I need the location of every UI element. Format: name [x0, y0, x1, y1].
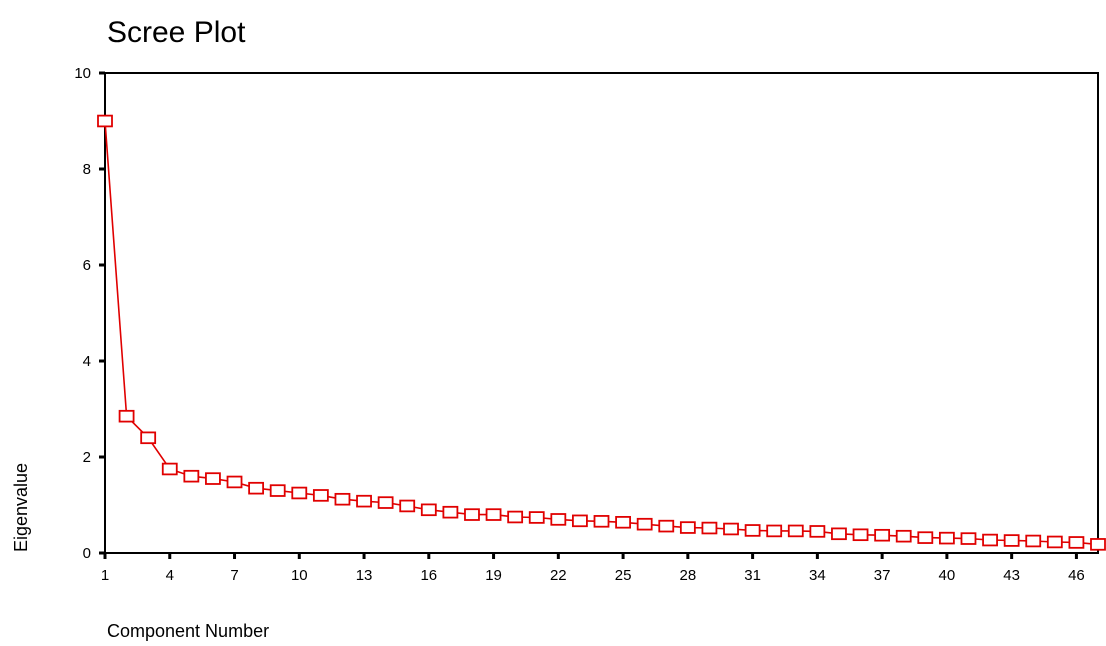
- x-tick-label: 46: [1068, 567, 1085, 584]
- x-axis-ticks: 1 4 7 10 13 16 19 22 25 28 31 34 37 40 43 46: [101, 553, 1085, 584]
- x-tick-label: 40: [939, 567, 956, 584]
- x-tick-label: 37: [874, 567, 891, 584]
- data-point-component-10: [291, 486, 308, 500]
- data-point-component-18: [464, 508, 480, 521]
- y-axis-label: Eigenvalue: [11, 463, 31, 552]
- data-point-component-42: [982, 533, 998, 547]
- x-tick-label: 4: [166, 567, 174, 584]
- data-point-component-4: [161, 462, 178, 476]
- data-point-component-8: [248, 481, 265, 495]
- x-axis-label: Component Number: [107, 621, 269, 641]
- data-point-component-33: [787, 524, 804, 538]
- data-point-component-28: [679, 521, 696, 534]
- x-tick-label: 13: [356, 567, 373, 584]
- data-point-component-15: [399, 499, 416, 513]
- y-tick-label: 2: [83, 449, 91, 466]
- y-tick-label: 4: [83, 353, 91, 370]
- data-point-component-17: [442, 505, 459, 519]
- x-tick-label: 7: [230, 567, 238, 584]
- data-point-component-31: [744, 524, 761, 537]
- data-point-component-30: [723, 522, 739, 536]
- data-point-component-26: [636, 517, 653, 531]
- y-tick-label: 6: [83, 257, 91, 274]
- x-tick-label: 34: [809, 567, 826, 584]
- data-point-component-24: [593, 515, 610, 528]
- data-point-component-16: [420, 503, 437, 517]
- y-tick-label: 0: [83, 545, 91, 562]
- data-point-component-6: [205, 472, 221, 485]
- plot-frame: [104, 72, 1099, 554]
- data-point-component-3: [140, 431, 157, 445]
- data-point-component-21: [528, 511, 545, 524]
- data-point-component-1: [97, 114, 113, 128]
- data-point-component-45: [1046, 535, 1063, 549]
- data-point-component-9: [269, 484, 286, 497]
- data-point-component-2: [118, 409, 135, 423]
- data-point-component-19: [485, 508, 502, 521]
- data-point-component-25: [615, 515, 631, 529]
- data-point-component-29: [701, 521, 718, 535]
- data-point-component-14: [377, 496, 394, 509]
- x-tick-label: 43: [1003, 567, 1020, 584]
- data-point-component-32: [766, 524, 783, 538]
- data-point-component-37: [874, 528, 891, 542]
- data-point-component-11: [312, 489, 329, 502]
- eigenvalue-series-line: [104, 120, 1099, 546]
- x-tick-label: 19: [485, 567, 502, 584]
- x-tick-label: 22: [550, 567, 567, 584]
- data-point-component-23: [572, 514, 588, 528]
- x-tick-label: 28: [680, 567, 697, 584]
- data-point-component-22: [550, 513, 567, 526]
- data-point-component-20: [507, 510, 524, 524]
- eigenvalue-markers: [97, 114, 1106, 551]
- y-tick-label: 8: [83, 161, 91, 178]
- x-tick-label: 10: [291, 567, 308, 584]
- chart-title: Scree Plot: [107, 16, 246, 49]
- y-axis-ticks: 0 2 4 6 8 10: [74, 65, 105, 562]
- data-point-component-27: [658, 519, 675, 533]
- x-tick-label: 1: [101, 567, 109, 584]
- x-tick-label: 16: [420, 567, 437, 584]
- data-point-component-36: [852, 528, 869, 542]
- data-point-component-34: [809, 525, 826, 538]
- x-tick-label: 25: [615, 567, 632, 584]
- y-tick-label: 10: [74, 65, 91, 82]
- data-point-component-13: [356, 494, 372, 508]
- data-point-component-40: [938, 531, 955, 545]
- data-point-component-38: [895, 529, 912, 543]
- data-point-component-39: [917, 531, 934, 544]
- data-point-component-7: [226, 475, 243, 489]
- data-point-component-12: [334, 492, 351, 506]
- data-point-component-35: [831, 527, 847, 541]
- data-point-component-5: [183, 469, 200, 483]
- data-point-component-44: [1025, 534, 1042, 548]
- data-point-component-41: [960, 532, 977, 545]
- data-point-component-46: [1068, 536, 1085, 549]
- data-point-component-47: [1090, 538, 1106, 551]
- data-point-component-43: [1003, 534, 1020, 547]
- x-tick-label: 31: [744, 567, 761, 584]
